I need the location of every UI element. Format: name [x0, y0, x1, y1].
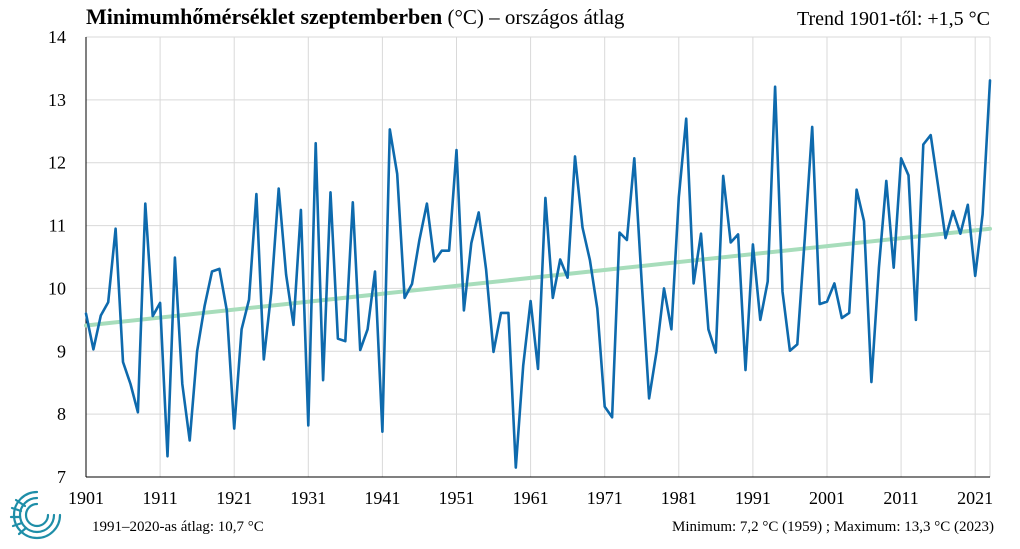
temperature-series-line	[84, 79, 992, 469]
chart-grid	[85, 36, 991, 477]
x-tick-label: 2021	[957, 488, 993, 508]
y-tick-label: 9	[57, 341, 66, 361]
y-tick-label: 11	[49, 216, 66, 236]
y-tick-label: 7	[57, 467, 66, 487]
x-tick-label: 1911	[142, 488, 177, 508]
x-tick-label: 1901	[68, 488, 104, 508]
y-tick-label: 12	[48, 153, 66, 173]
chart-tick-labels: 7 8 9 10 11 12 13 14 1901 1911 1921 1931 1941 1951 196…	[48, 27, 993, 508]
x-tick-label: 1921	[216, 488, 252, 508]
chart-axes	[85, 37, 990, 478]
x-tick-label: 1991	[735, 488, 771, 508]
y-tick-label: 13	[48, 90, 66, 110]
y-tick-label: 14	[48, 27, 66, 47]
x-tick-label: 1961	[513, 488, 549, 508]
x-tick-label: 1971	[587, 488, 623, 508]
chart-title: Minimumhőmérséklet szeptemberben (°C) – …	[86, 4, 624, 30]
x-tick-label: 1931	[290, 488, 326, 508]
y-tick-label: 8	[57, 404, 66, 424]
chart-title-rest: (°C) – országos átlag	[442, 5, 625, 29]
trend-line	[84, 226, 992, 328]
met-service-swirl-logo-icon	[9, 490, 62, 540]
min-max-text: Minimum: 7,2 °C (1959) ; Maximum: 13,3 °…	[672, 519, 994, 535]
trend-label: Trend 1901-től: +1,5 °C	[797, 8, 990, 30]
chart-series	[84, 79, 992, 469]
x-tick-label: 1981	[661, 488, 697, 508]
x-tick-label: 2011	[883, 488, 918, 508]
x-tick-label: 1951	[438, 488, 474, 508]
y-tick-label: 10	[48, 278, 66, 298]
reference-average-text: 1991–2020-as átlag: 10,7 °C	[92, 519, 264, 535]
x-tick-label: 2001	[809, 488, 845, 508]
chart-title-bold: Minimumhőmérséklet szeptemberben	[86, 4, 443, 29]
x-tick-label: 1941	[364, 488, 400, 508]
